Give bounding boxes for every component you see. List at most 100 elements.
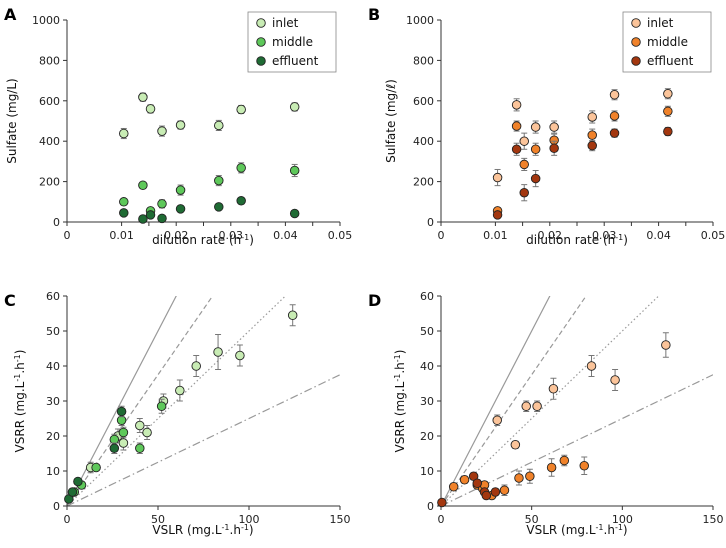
x-tick-label: 0.05 (701, 229, 726, 242)
data-point (175, 185, 186, 195)
x-axis-label-part: ) (249, 523, 254, 537)
panel-a: A 0 0.01 0.02 0.03 0.04 0.05 0 200 400 600 800 1000 d… (4, 5, 352, 247)
x-axis-label-part: VSLR (mg.L (526, 523, 595, 537)
panel-label: D (368, 291, 381, 310)
x-tick-label: 0.01 (483, 229, 508, 242)
data-point (548, 384, 559, 394)
y-tick-label: 30 (46, 395, 60, 408)
x-axis-label-part: .h (604, 523, 615, 537)
data-point (532, 401, 542, 412)
reference-line-solid (67, 296, 177, 506)
data-point (661, 340, 671, 350)
data-point (609, 89, 620, 100)
legend-label: effluent (272, 54, 319, 68)
y-axis-label-part: VSRR (mg.L (13, 381, 27, 452)
y-tick-label: 40 (420, 360, 434, 373)
data-point (213, 347, 223, 357)
y-tick-label: 0 (53, 216, 60, 229)
legend-label: middle (647, 35, 688, 49)
legend-marker (256, 18, 266, 28)
y-tick-label: 60 (46, 290, 60, 303)
y-tick-label: 50 (420, 325, 434, 338)
data-point (663, 126, 673, 137)
x-tick-label: 0.03 (592, 229, 617, 242)
data-point (511, 121, 522, 131)
x-tick-label: 0.03 (219, 229, 244, 242)
data-point (492, 415, 502, 426)
y-tick-label: 800 (413, 54, 434, 67)
series-middle (492, 105, 673, 216)
reference-line-dotted (441, 296, 660, 506)
y-axis-label: Sulfate (mg/ℓ) (384, 79, 398, 163)
x-tick-label: 0 (64, 229, 71, 242)
y-tick-label: 400 (39, 135, 60, 148)
x-tick-label: 100 (239, 513, 260, 526)
series-effluent (119, 196, 300, 224)
y-axis-label-sup: -1 (13, 374, 22, 382)
data-point (492, 172, 503, 183)
data-point (472, 478, 483, 489)
series-inlet (492, 332, 671, 450)
legend-marker (631, 56, 641, 66)
data-point (138, 214, 148, 224)
series-effluent (64, 405, 127, 504)
reference-lines (441, 296, 713, 506)
data-point (587, 130, 597, 140)
data-point (214, 202, 224, 212)
x-tick-label: 0.02 (538, 229, 563, 242)
y-tick-label: 200 (413, 176, 434, 189)
y-axis-label: Sulfate (mg/L) (5, 78, 19, 163)
x-tick-label: 50 (151, 513, 165, 526)
legend-marker (256, 56, 266, 66)
x-axis-label: dilution rate (h-1) (526, 233, 628, 248)
legend-marker (256, 37, 266, 47)
data-point (214, 120, 224, 131)
data-point (587, 112, 597, 122)
data-point (510, 440, 521, 450)
data-point (118, 438, 129, 448)
data-point (235, 350, 245, 361)
series-effluent (492, 126, 673, 220)
data-point (236, 104, 246, 115)
y-tick-label: 0 (427, 216, 434, 229)
data-point (448, 482, 459, 492)
data-point (519, 187, 529, 198)
reference-line-dashed (441, 296, 587, 506)
y-axis-label-part: Sulfate (mg/ℓ) (384, 79, 398, 163)
y-axis-label-part: ) (13, 350, 27, 355)
y-tick-label: 200 (39, 176, 60, 189)
x-axis-label-part: dilution rate (h (152, 233, 241, 247)
y-axis-label: VSRR (mg.L-1.h-1) (393, 350, 408, 453)
data-point (116, 406, 127, 417)
legend: inlet middle effluent (247, 11, 337, 73)
series-middle (448, 454, 590, 501)
y-axis-label: VSRR (mg.L-1.h-1) (13, 350, 28, 453)
data-point (289, 102, 300, 112)
reference-line-dotted (67, 296, 287, 506)
x-tick-label: 0.04 (273, 229, 298, 242)
x-axis-label: VSLR (mg.L-1.h-1) (526, 523, 627, 538)
data-point (91, 462, 101, 473)
y-tick-label: 40 (46, 360, 60, 373)
data-point (437, 497, 447, 508)
x-axis-label-sup: -1 (241, 523, 249, 532)
reference-lines (67, 296, 340, 506)
data-point (236, 163, 246, 173)
data-point (511, 100, 522, 110)
data-point (138, 180, 148, 190)
data-point (287, 310, 298, 321)
data-point (609, 128, 620, 138)
x-axis-label-sup: -1 (241, 233, 249, 242)
data-point (191, 361, 201, 371)
data-point (119, 197, 129, 207)
x-axis-label-part: VSLR (mg.L (152, 523, 221, 537)
data-point (490, 487, 501, 497)
y-tick-label: 60 (420, 290, 434, 303)
data-point (135, 443, 145, 454)
data-point (481, 490, 492, 501)
legend-label: effluent (647, 54, 694, 68)
data-point (530, 144, 541, 155)
y-axis-label-part: VSRR (mg.L (393, 381, 407, 452)
